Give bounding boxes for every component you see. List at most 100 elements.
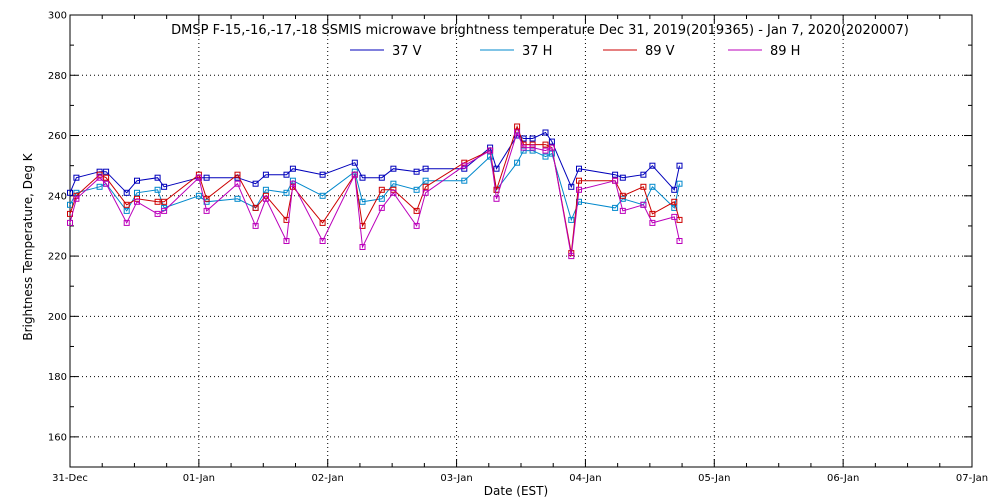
data-point [252, 180, 259, 187]
data-point [671, 204, 678, 211]
data-point [103, 180, 110, 187]
data-point [487, 147, 494, 154]
data-point [73, 195, 80, 202]
data-point [548, 150, 555, 157]
data-point [154, 210, 161, 217]
data-point [103, 168, 110, 175]
data-point [529, 144, 536, 151]
data-point [123, 201, 130, 208]
data-point [319, 192, 326, 199]
y-axis-title: Brightness Temperature, Deg K [21, 152, 35, 340]
data-point [359, 174, 366, 181]
data-point [390, 165, 397, 172]
legend-label: 89 V [645, 44, 675, 59]
data-point [576, 165, 582, 172]
data-point [161, 183, 168, 190]
legend-label: 37 H [522, 44, 552, 59]
data-point [154, 174, 161, 181]
data-point [67, 201, 73, 208]
data-point [520, 144, 527, 151]
y-tick-label: 300 [48, 11, 67, 22]
data-point [161, 207, 168, 214]
data-point [67, 189, 73, 196]
data-point [640, 183, 647, 190]
data-point [134, 189, 140, 196]
series-line [69, 131, 680, 194]
data-point [319, 219, 326, 226]
data-point [134, 177, 140, 184]
data-point [319, 238, 326, 244]
data-point [413, 222, 420, 229]
data-point [359, 198, 366, 205]
data-point [73, 174, 80, 181]
data-point [378, 186, 385, 193]
axes: 31-Dec 01-Jan 02-Jan 03-Jan 04-Jan 05-Jan 06-J… [48, 11, 988, 485]
y-tick-label: 260 [48, 131, 67, 142]
data-point [378, 195, 385, 202]
data-point [640, 171, 647, 178]
x-axis-title: Date (EST) [484, 484, 548, 498]
data-point [548, 144, 555, 151]
data-point [542, 141, 549, 148]
data-point [154, 186, 161, 193]
data-point [649, 210, 656, 217]
data-point [359, 244, 366, 250]
y-tick-label: 180 [48, 372, 67, 383]
data-point [542, 153, 549, 160]
data-point [568, 216, 575, 223]
data-point [422, 165, 429, 172]
data-point [671, 186, 678, 193]
data-point [390, 180, 397, 187]
data-point [413, 168, 420, 175]
series-layer [67, 123, 683, 260]
chart-title: DMSP F-15,-16,-17,-18 SSMIS microwave br… [171, 23, 909, 38]
data-point [422, 183, 429, 190]
data-point [96, 174, 103, 181]
data-point [283, 189, 290, 196]
x-tick-label: 07-Jan [956, 473, 988, 484]
data-point [413, 207, 420, 214]
data-point [154, 198, 161, 205]
data-point [461, 162, 468, 169]
data-point [619, 174, 626, 181]
data-point [413, 186, 420, 193]
data-point [123, 189, 130, 196]
data-point [542, 147, 549, 154]
data-point [378, 204, 385, 211]
data-point [576, 186, 582, 193]
data-point [529, 135, 536, 142]
data-point [252, 204, 259, 211]
data-point [283, 171, 290, 178]
series-37-v [67, 129, 683, 196]
legend-label: 37 V [392, 44, 422, 59]
data-point [234, 171, 241, 178]
data-point [514, 123, 521, 130]
x-tick-label: 06-Jan [827, 473, 859, 484]
data-point [671, 198, 678, 205]
data-point [319, 171, 326, 178]
data-point [351, 159, 358, 166]
data-point [234, 195, 241, 202]
x-tick-label: 04-Jan [569, 473, 601, 484]
series-89-h [67, 129, 683, 260]
data-point [514, 129, 521, 136]
data-point [390, 189, 397, 196]
data-point [612, 204, 619, 211]
data-point [195, 174, 202, 181]
data-point [195, 192, 202, 199]
data-point [676, 238, 683, 244]
data-point [252, 222, 259, 229]
data-point [262, 171, 269, 178]
grid [70, 15, 972, 467]
data-point [619, 207, 626, 214]
data-point [493, 195, 500, 202]
y-tick-label: 200 [48, 312, 67, 323]
data-point [514, 159, 521, 166]
y-tick-label: 240 [48, 191, 67, 202]
legend: 37 V 37 H 89 V 89 H [350, 44, 800, 59]
series-line [69, 131, 680, 257]
legend-label: 89 H [770, 44, 800, 59]
data-point [676, 162, 683, 169]
